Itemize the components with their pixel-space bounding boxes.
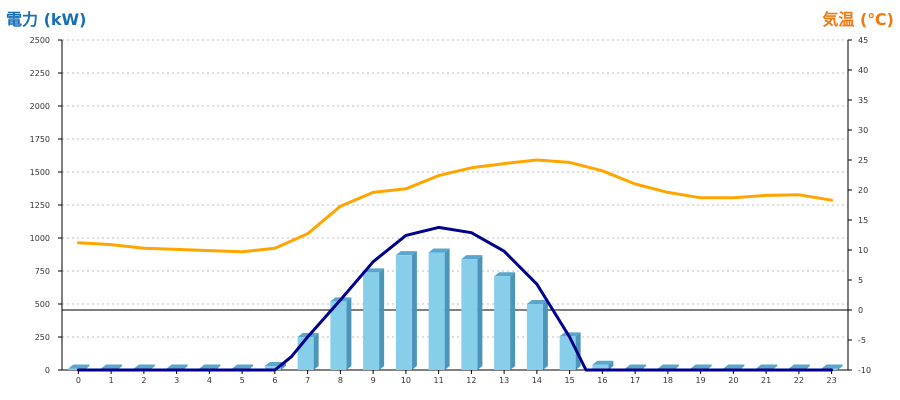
right-tick-label: 30 [858,126,868,135]
bar-top [821,364,843,369]
bar [526,304,543,370]
bar-top [788,364,810,369]
bar [68,368,85,370]
right-tick-label: 0 [858,306,863,315]
bar-top [395,251,417,256]
bar-top [101,364,123,369]
x-tick-label: 10 [401,376,411,385]
bar-side [608,360,614,370]
right-tick-label: 20 [858,186,868,195]
right-tick-label: 10 [858,246,868,255]
bar-top [526,300,548,304]
bar-top [559,332,581,337]
bar-side [313,333,319,370]
x-tick-label: 8 [338,376,343,385]
bar [461,259,478,370]
right-tick-label: 40 [858,66,868,75]
left-tick-label: 2000 [30,102,50,111]
bar-top [68,364,90,369]
bar-side [542,300,548,370]
bar [592,364,609,370]
left-tick-label: 2500 [30,36,50,45]
bar-top [166,364,188,369]
left-tick-label: 750 [35,267,50,276]
bar-top [461,255,483,260]
x-tick-label: 9 [371,376,376,385]
bar-top [657,364,679,369]
x-tick-label: 16 [597,376,607,385]
bar-side [444,248,450,370]
x-tick-label: 17 [630,376,640,385]
bar-top [232,364,254,369]
bar-top [756,364,778,369]
left-tick-label: 500 [35,300,50,309]
bar-top [592,360,614,365]
right-tick-label: 45 [858,36,868,45]
bar [428,252,445,370]
x-tick-label: 18 [663,376,673,385]
x-tick-label: 21 [761,376,771,385]
bar-side [477,255,483,370]
right-tick-label: -5 [858,336,866,345]
x-tick-label: 22 [794,376,804,385]
x-tick-label: 4 [207,376,212,385]
bar [559,336,576,370]
bar-top [494,272,516,277]
bar [330,301,347,370]
bar-side [379,268,385,370]
x-tick-label: 13 [499,376,509,385]
bar-top [199,364,221,369]
right-tick-label: 25 [858,156,868,165]
x-tick-label: 0 [76,376,81,385]
bar-top [690,364,712,369]
left-tick-label: 1000 [30,234,50,243]
right-tick-label: 15 [858,216,868,225]
left-tick-label: 0 [45,366,50,375]
x-tick-label: 12 [466,376,476,385]
left-tick-label: 1250 [30,201,50,210]
left-tick-label: 1750 [30,135,50,144]
x-tick-label: 15 [565,376,575,385]
bar [297,337,314,370]
x-tick-label: 20 [728,376,738,385]
bar [494,276,511,370]
x-tick-label: 2 [141,376,146,385]
bar-side [411,251,417,370]
right-tick-label: 35 [858,96,868,105]
left-tick-label: 250 [35,333,50,342]
x-tick-label: 5 [240,376,245,385]
x-tick-label: 3 [174,376,179,385]
left-tick-label: 1500 [30,168,50,177]
power-line [76,225,834,372]
x-tick-label: 14 [532,376,542,385]
x-tick-label: 11 [434,376,444,385]
x-tick-label: 6 [272,376,277,385]
bar-side [346,297,352,370]
right-axis-title: 気温 (℃) [822,10,894,29]
right-tick-label: 5 [858,276,863,285]
x-tick-label: 7 [305,376,310,385]
right-tick-label: -10 [858,366,871,375]
bar [395,255,412,370]
bar-side [837,364,843,370]
x-tick-label: 19 [696,376,706,385]
bar-top [428,248,450,253]
bar-top [133,364,155,369]
left-axis-title: 電力 (kW) [6,10,87,29]
bar-top [625,364,647,369]
x-tick-label: 1 [109,376,114,385]
bar [363,272,380,370]
bar-side [510,272,516,370]
temperature-line [76,158,834,254]
x-tick-label: 23 [827,376,837,385]
bar [264,366,281,370]
left-tick-label: 2250 [30,69,50,78]
bar-top [723,364,745,369]
